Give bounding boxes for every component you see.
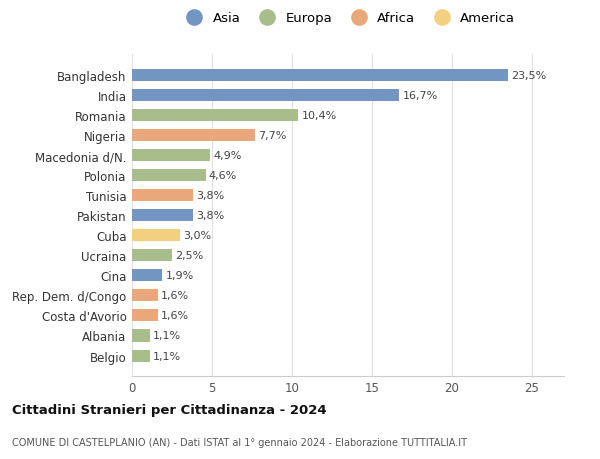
Text: 4,9%: 4,9% [214, 151, 242, 161]
Bar [132, 290, 158, 302]
Bar [132, 190, 193, 202]
Text: 3,8%: 3,8% [196, 211, 224, 221]
Bar [132, 150, 211, 162]
Bar [132, 330, 149, 342]
Bar [132, 210, 193, 222]
Text: 16,7%: 16,7% [403, 91, 437, 101]
Bar [132, 170, 206, 182]
Bar [132, 130, 255, 142]
Bar [132, 70, 508, 82]
Bar [132, 90, 399, 102]
Text: 4,6%: 4,6% [209, 171, 237, 181]
Text: 1,1%: 1,1% [153, 331, 181, 341]
Text: 1,9%: 1,9% [166, 271, 194, 281]
Legend: Asia, Europa, Africa, America: Asia, Europa, Africa, America [176, 7, 520, 31]
Bar [132, 350, 149, 362]
Bar [132, 110, 298, 122]
Text: 23,5%: 23,5% [511, 71, 547, 81]
Bar [132, 230, 180, 242]
Text: 3,8%: 3,8% [196, 191, 224, 201]
Bar [132, 250, 172, 262]
Text: 7,7%: 7,7% [259, 131, 287, 141]
Text: 2,5%: 2,5% [175, 251, 203, 261]
Bar [132, 270, 163, 282]
Bar [132, 310, 158, 322]
Text: 1,1%: 1,1% [153, 351, 181, 361]
Text: 10,4%: 10,4% [302, 111, 337, 121]
Text: 1,6%: 1,6% [161, 291, 189, 301]
Text: Cittadini Stranieri per Cittadinanza - 2024: Cittadini Stranieri per Cittadinanza - 2… [12, 403, 326, 416]
Text: COMUNE DI CASTELPLANIO (AN) - Dati ISTAT al 1° gennaio 2024 - Elaborazione TUTTI: COMUNE DI CASTELPLANIO (AN) - Dati ISTAT… [12, 437, 467, 447]
Text: 3,0%: 3,0% [183, 231, 211, 241]
Text: 1,6%: 1,6% [161, 311, 189, 321]
